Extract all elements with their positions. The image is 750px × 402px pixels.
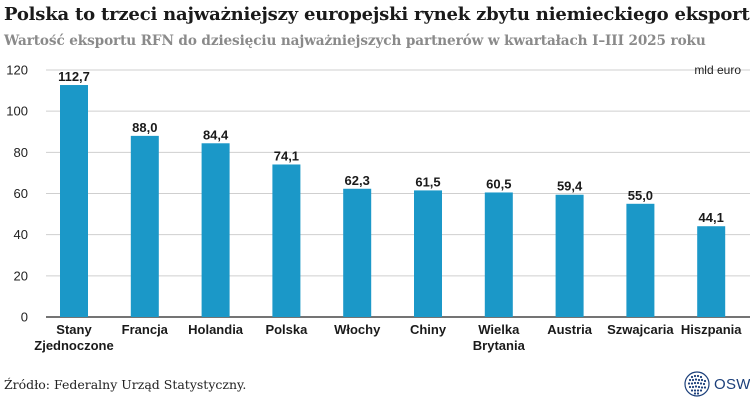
category-label-line: Holandia bbox=[188, 322, 244, 337]
category-label: Hiszpania bbox=[681, 322, 742, 337]
bar bbox=[414, 190, 442, 317]
value-label: 55,0 bbox=[628, 188, 653, 203]
bar bbox=[201, 143, 230, 317]
category-label-line: Wielka bbox=[478, 322, 520, 337]
category-label: Włochy bbox=[334, 322, 381, 337]
value-label: 59,4 bbox=[557, 179, 583, 194]
value-labels: 112,7 88,0 84,4 74,1 62,3 61,5 60,5 59,4 55,0 44,… bbox=[58, 69, 724, 225]
bar bbox=[60, 85, 88, 317]
chart-subtitle: Wartość eksportu RFN do dziesięciu najwa… bbox=[4, 33, 706, 49]
bar bbox=[697, 226, 726, 317]
bar-chart: 0 20 40 60 80 100 120 112,7 88,0 84,4 74,1 62,3 61,… bbox=[6, 63, 750, 353]
bar bbox=[130, 135, 159, 317]
y-tick-label: 20 bbox=[14, 268, 28, 283]
value-label: 112,7 bbox=[58, 69, 90, 84]
category-label: Wielka Brytania bbox=[473, 322, 526, 353]
y-tick-label: 120 bbox=[6, 63, 28, 78]
category-label: Austria bbox=[547, 322, 593, 337]
y-tick-label: 100 bbox=[6, 104, 28, 119]
category-label-line: Austria bbox=[547, 322, 593, 337]
bar bbox=[343, 188, 372, 317]
logo-text: OSW bbox=[714, 375, 750, 393]
bars bbox=[60, 85, 726, 317]
category-label-line: Polska bbox=[265, 322, 308, 337]
category-label-line: Francja bbox=[122, 322, 169, 337]
category-label-line: Brytania bbox=[473, 338, 526, 353]
category-label-line: Stany bbox=[56, 322, 92, 337]
y-tick-label: 40 bbox=[14, 227, 28, 242]
value-label: 84,4 bbox=[203, 127, 229, 142]
value-label: 60,5 bbox=[486, 176, 511, 191]
category-label-line: Szwajcaria bbox=[607, 322, 674, 337]
category-label: Stany Zjednoczone bbox=[34, 322, 113, 353]
y-axis-ticks: 0 20 40 60 80 100 120 bbox=[6, 63, 28, 325]
category-label: Polska bbox=[265, 322, 308, 337]
value-label: 88,0 bbox=[132, 120, 157, 135]
y-tick-label: 80 bbox=[14, 145, 28, 160]
category-label-line: Chiny bbox=[410, 322, 447, 337]
value-label: 61,5 bbox=[415, 174, 440, 189]
bar bbox=[484, 192, 513, 317]
bar bbox=[626, 203, 655, 317]
chart-title: Polska to trzeci najważniejszy europejsk… bbox=[4, 4, 750, 25]
y-tick-label: 0 bbox=[21, 310, 28, 325]
bar bbox=[555, 194, 584, 317]
category-label-line: Hiszpania bbox=[681, 322, 742, 337]
globe-icon bbox=[684, 371, 710, 397]
osw-logo: OSW bbox=[684, 371, 750, 397]
y-tick-label: 60 bbox=[14, 186, 28, 201]
source-note: Źródło: Federalny Urząd Statystyczny. bbox=[4, 377, 247, 392]
category-label-line: Włochy bbox=[334, 322, 381, 337]
category-label: Szwajcaria bbox=[607, 322, 674, 337]
value-label: 44,1 bbox=[699, 210, 724, 225]
category-label-line: Zjednoczone bbox=[34, 338, 113, 353]
category-labels: Stany Zjednoczone Francja Holandia Polska Wło… bbox=[34, 322, 742, 353]
bar bbox=[272, 164, 301, 317]
category-label: Chiny bbox=[410, 322, 447, 337]
value-label: 62,3 bbox=[345, 173, 370, 188]
category-label: Francja bbox=[122, 322, 169, 337]
unit-label: mld euro bbox=[694, 63, 741, 77]
value-label: 74,1 bbox=[274, 148, 299, 163]
category-label: Holandia bbox=[188, 322, 244, 337]
